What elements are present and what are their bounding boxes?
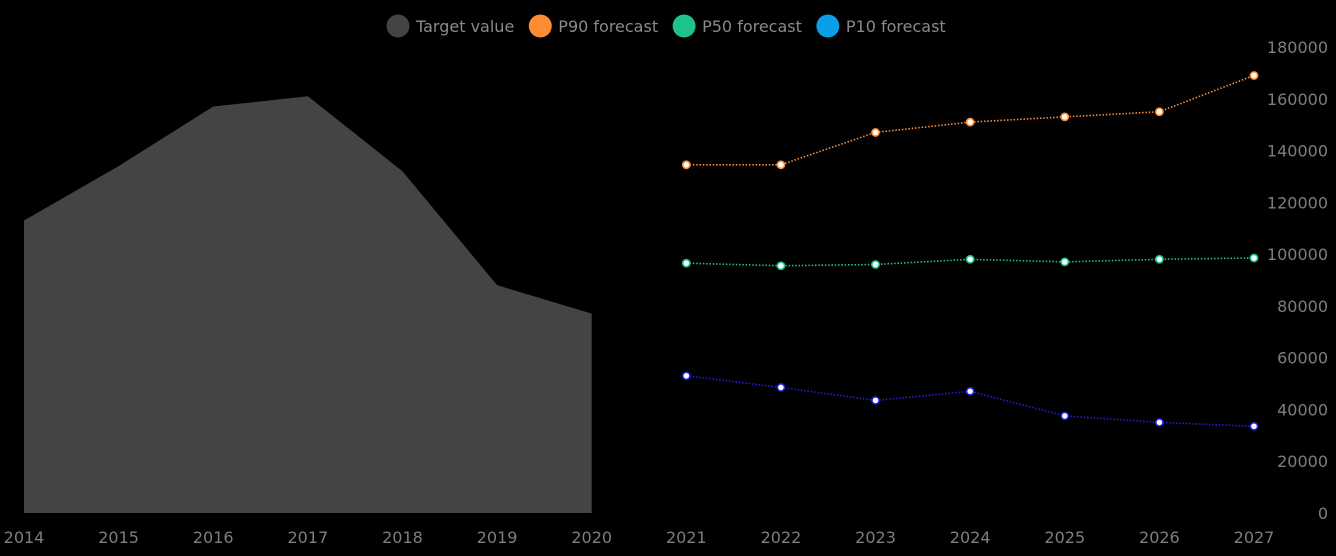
legend-label: P50 forecast [702,17,802,36]
y-tick-label: 100000 [1267,245,1328,264]
legend-item-target-value[interactable]: Target value [386,14,515,38]
p10-forecast-point[interactable] [1154,417,1164,427]
p10-forecast-point[interactable] [871,395,880,405]
legend-swatch [816,14,840,38]
area-layer [24,96,592,513]
x-tick-label: 2020 [571,528,612,547]
legend: Target value P90 forecast P50 forecast P10 … [386,14,946,38]
p50-forecast-point[interactable] [1249,253,1259,263]
legend-label: P10 forecast [846,17,946,36]
p90-forecast-point[interactable] [776,160,786,170]
y-axis: 0 20000 40000 60000 80000 100000 120000 140000 1… [1267,38,1328,523]
x-tick-label: 2017 [287,528,328,547]
p50-forecast-point[interactable] [871,260,880,269]
x-tick-label: 2021 [666,528,707,547]
x-tick-label: 2019 [477,528,518,547]
x-tick-label: 2024 [950,528,991,547]
legend-swatch [386,14,410,38]
x-tick-label: 2022 [761,528,802,547]
p90-forecast-point[interactable] [1060,112,1070,122]
p90-forecast-point[interactable] [1249,71,1259,80]
p50-forecast-point[interactable] [776,261,786,271]
p10-forecast-point[interactable] [681,371,691,381]
x-tick-label: 2015 [98,528,139,547]
y-tick-label: 120000 [1267,193,1328,212]
x-tick-label: 2016 [193,528,234,547]
p50-forecast-point[interactable] [681,258,691,268]
x-tick-label: 2025 [1044,528,1085,547]
x-axis: 2014 2015 2016 2017 2018 2019 2020 2021 2022 2023… [4,528,1275,547]
y-tick-label: 60000 [1277,349,1328,368]
points-layer [681,71,1259,431]
p90-forecast-point[interactable] [965,117,975,127]
p50-forecast-point[interactable] [1154,254,1164,264]
y-tick-label: 140000 [1267,142,1328,161]
x-tick-label: 2026 [1139,528,1180,547]
legend-item-p10-forecast[interactable]: P10 forecast [816,14,946,38]
y-tick-label: 180000 [1267,38,1328,57]
legend-item-p50-forecast[interactable]: P50 forecast [672,14,802,38]
p10-forecast-point[interactable] [776,383,786,392]
p10-forecast-point[interactable] [965,386,975,396]
y-tick-label: 80000 [1277,297,1328,316]
p10-forecast-point[interactable] [1249,421,1259,431]
p50-forecast-point[interactable] [965,254,975,264]
y-tick-label: 0 [1318,504,1328,523]
p10-forecast-point[interactable] [1060,411,1070,421]
x-tick-label: 2023 [855,528,896,547]
p90-forecast-point[interactable] [1154,107,1164,117]
p90-forecast-point[interactable] [871,128,880,137]
target-value-area [24,96,592,513]
x-tick-label: 2014 [4,528,45,547]
y-tick-label: 160000 [1267,90,1328,109]
p10-forecast-line [686,374,1255,428]
legend-label: P90 forecast [558,17,658,36]
legend-item-p90-forecast[interactable]: P90 forecast [528,14,658,38]
y-tick-label: 40000 [1277,400,1328,419]
p50-forecast-point[interactable] [1060,257,1070,267]
y-tick-label: 20000 [1277,452,1328,471]
legend-label: Target value [415,17,514,36]
lines-layer [686,74,1255,428]
legend-swatch [672,14,696,38]
p90-forecast-point[interactable] [681,160,691,170]
x-tick-label: 2018 [382,528,423,547]
legend-swatch [528,14,552,38]
x-tick-label: 2027 [1234,528,1275,547]
